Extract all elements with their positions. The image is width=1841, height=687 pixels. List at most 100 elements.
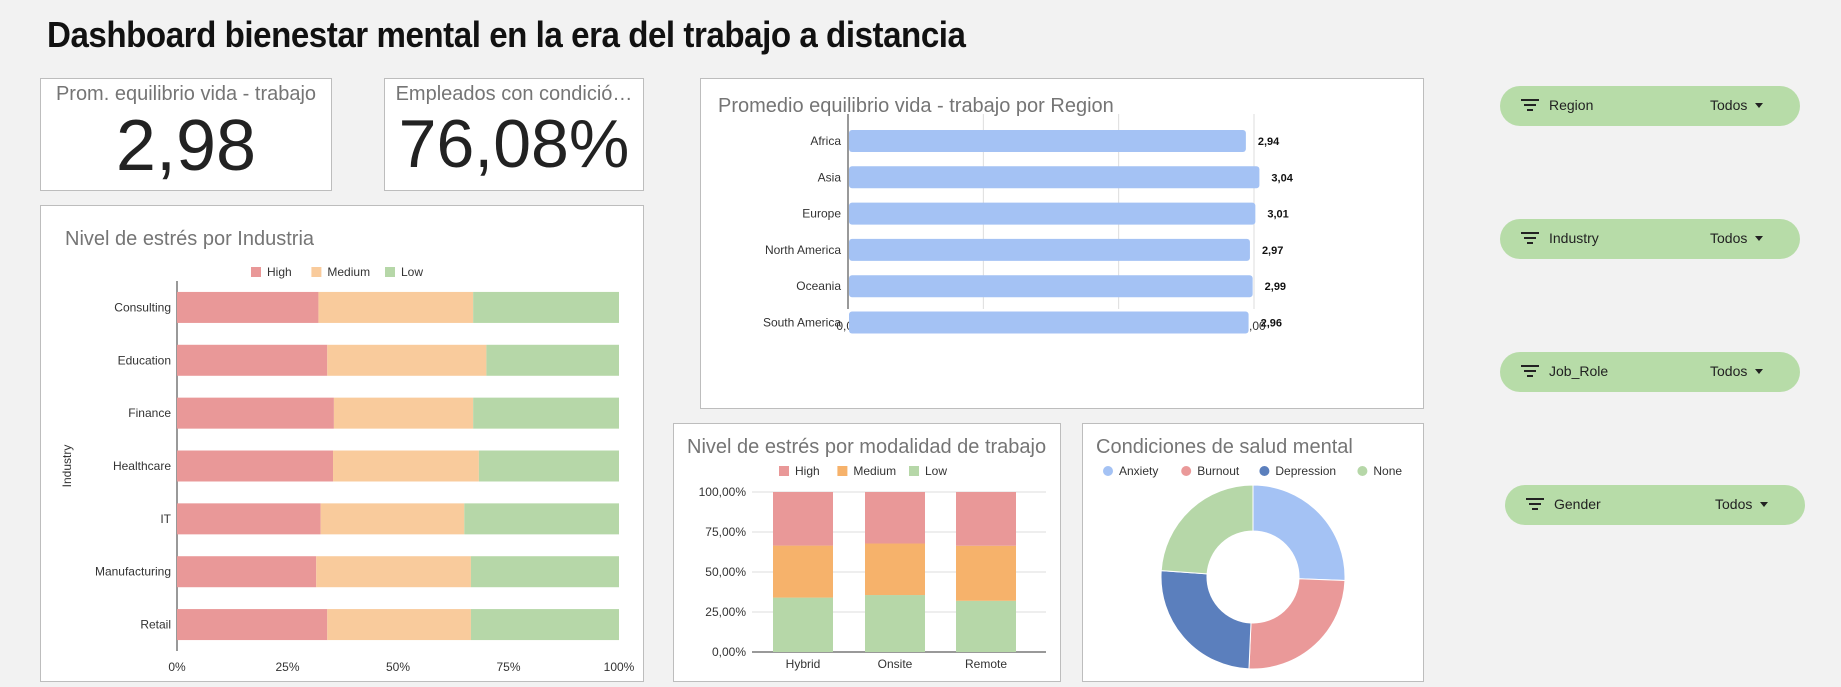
legend-swatch: [385, 267, 395, 277]
bar-segment: [464, 503, 619, 535]
kpi-value: 76,08%: [398, 106, 630, 182]
legend-swatch: [1181, 466, 1192, 476]
data-label: 3,01: [1267, 209, 1288, 221]
chevron-down-icon: [1755, 369, 1763, 374]
bar-segment: [956, 545, 1016, 601]
bar-segment: [177, 503, 321, 535]
bar: [849, 238, 1250, 261]
legend-label: None: [1373, 464, 1402, 478]
bar-segment: [316, 556, 471, 588]
category-label: Remote: [965, 657, 1007, 671]
category-label: Oceania: [796, 279, 841, 293]
chart-card-work-mode: Nivel de estrés por modalidad de trabajo…: [673, 423, 1061, 682]
legend-label: Anxiety: [1119, 464, 1158, 478]
category-label: Africa: [810, 134, 841, 148]
legend-label: Depression: [1275, 464, 1336, 478]
y-tick-label: 75,00%: [705, 525, 746, 539]
bar-segment: [333, 397, 474, 429]
bar-segment: [177, 450, 334, 482]
kpi-card-conditions: Empleados con condició… 76,08%: [384, 78, 644, 191]
bar-segment: [865, 595, 925, 652]
legend-label: Medium: [853, 464, 896, 478]
x-tick-label: 0%: [168, 660, 186, 674]
category-label: Consulting: [114, 300, 171, 314]
bar-segment: [470, 609, 619, 641]
bar-segment: [956, 492, 1016, 546]
bar-segment: [177, 556, 317, 588]
data-label: 2,99: [1265, 281, 1286, 293]
chart-title: Condiciones de salud mental: [1096, 436, 1353, 458]
bar: [849, 311, 1249, 334]
chart-title: Nivel de estrés por modalidad de trabajo: [687, 436, 1047, 458]
legend-swatch: [1259, 466, 1270, 476]
bar-segment: [177, 609, 328, 641]
filter-industry[interactable]: Industry Todos: [1500, 219, 1800, 259]
filter-value: Todos: [1710, 363, 1748, 379]
category-label: Asia: [818, 170, 842, 184]
filter-gender[interactable]: Gender Todos: [1505, 485, 1805, 525]
work-mode-chart: High Medium Low 0,00% 25,00% 50,00% 75,00% 100,…: [699, 464, 1046, 671]
bar: [849, 130, 1246, 152]
kpi-value: 2,98: [115, 106, 257, 186]
legend-swatch: [251, 267, 261, 277]
bar-segment: [333, 450, 479, 482]
data-label: 2,96: [1261, 318, 1282, 330]
bar-segment: [177, 291, 319, 323]
x-tick-label: 100%: [604, 660, 635, 674]
category-label: Hybrid: [786, 657, 821, 671]
bar: [849, 202, 1256, 225]
industry-chart: High Medium Low Industry Consulting Education…: [60, 265, 635, 674]
legend-swatch: [779, 466, 789, 476]
bar-segment: [177, 397, 334, 429]
legend-swatch: [1357, 466, 1368, 476]
category-label: Europe: [802, 207, 841, 221]
data-label: 2,97: [1262, 245, 1283, 257]
bar-segment: [318, 291, 474, 323]
bar-segment: [470, 556, 619, 588]
y-tick-label: 100,00%: [699, 485, 747, 499]
data-label: 3,04: [1271, 172, 1293, 184]
pie-slice: [1252, 484, 1346, 581]
data-label: 2,94: [1258, 136, 1280, 148]
bar-segment: [473, 291, 619, 323]
filter-region[interactable]: Region Todos: [1500, 86, 1800, 126]
conditions-chart: Anxiety Burnout Depression None: [1103, 464, 1402, 670]
bar-segment: [956, 600, 1016, 652]
x-tick-label: 75%: [496, 660, 520, 674]
chevron-down-icon: [1755, 103, 1763, 108]
filter-value: Todos: [1710, 230, 1748, 246]
chevron-down-icon: [1760, 502, 1768, 507]
chart-card-industry: Nivel de estrés por Industria High Medium…: [40, 205, 644, 682]
bar-segment: [478, 450, 619, 482]
x-tick-label: 50%: [386, 660, 410, 674]
chart-title: Promedio equilibrio vida - trabajo por R…: [718, 95, 1114, 117]
chart-card-conditions: Condiciones de salud mental Anxiety Burno…: [1082, 423, 1424, 682]
filter-value: Todos: [1715, 496, 1753, 512]
category-label: Finance: [128, 406, 171, 420]
bar-segment: [486, 344, 619, 376]
filter-job-role[interactable]: Job_Role Todos: [1500, 352, 1800, 392]
filter-icon: [1520, 99, 1540, 113]
filter-label: Industry: [1549, 230, 1599, 246]
bar-segment: [327, 344, 487, 376]
legend-swatch: [1103, 466, 1113, 476]
filter-icon: [1520, 232, 1540, 246]
x-tick-label: 25%: [275, 660, 299, 674]
filter-label: Gender: [1554, 496, 1601, 512]
bar: [849, 275, 1253, 298]
category-label: Education: [118, 353, 171, 367]
bar-segment: [177, 344, 328, 376]
bar-segment: [773, 545, 833, 598]
filter-icon: [1520, 365, 1540, 379]
legend-label: High: [795, 464, 820, 478]
bar-segment: [865, 492, 925, 544]
pie-slice: [1160, 484, 1254, 575]
legend-swatch: [311, 267, 322, 277]
bar-segment: [773, 492, 833, 546]
bar-segment: [320, 503, 465, 535]
legend-label: Low: [401, 265, 423, 279]
chart-card-region: Promedio equilibrio vida - trabajo por R…: [700, 78, 1424, 409]
bar-segment: [865, 543, 925, 596]
legend-swatch: [909, 466, 919, 476]
chart-title: Nivel de estrés por Industria: [65, 228, 315, 250]
